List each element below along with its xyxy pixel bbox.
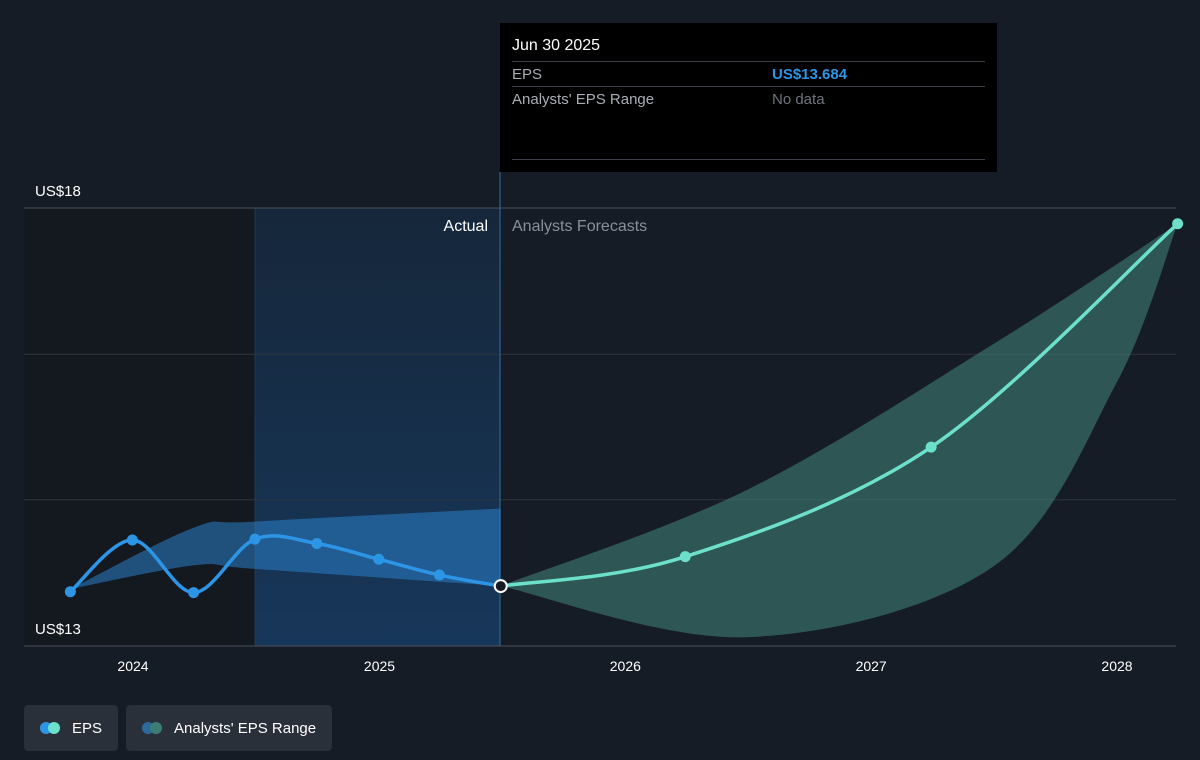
- x-tick-label: 2028: [1101, 658, 1132, 674]
- tooltip-date: Jun 30 2025: [512, 37, 601, 54]
- tooltip-eps-label: EPS: [512, 65, 543, 83]
- eps-forecast-point: [925, 441, 937, 453]
- chart-legend: EPS Analysts' EPS Range: [24, 705, 333, 751]
- highlighted-point: [493, 579, 508, 594]
- tooltip-eps-value: US$13.684: [772, 65, 848, 83]
- x-tick-label: 2026: [610, 658, 641, 674]
- y-axis-bottom-label: US$13: [35, 621, 81, 638]
- legend-range-swatch-icon: [142, 722, 164, 734]
- eps-forecast-point: [679, 551, 691, 563]
- eps-range-band-actual: [70, 508, 501, 590]
- eps-actual-point: [249, 533, 261, 545]
- x-tick-label: 2024: [117, 658, 148, 674]
- eps-range-band-forecast: [500, 223, 1178, 638]
- eps-actual-point: [373, 553, 385, 565]
- legend-item-eps-range[interactable]: Analysts' EPS Range: [126, 705, 333, 751]
- eps-line-forecast: [498, 222, 1180, 588]
- eps-actual-point: [433, 569, 445, 581]
- actual-period-label: Actual: [444, 218, 488, 235]
- eps-actual-point: [64, 586, 76, 598]
- x-tick-label: 2025: [364, 658, 395, 674]
- past-region-shade: [24, 208, 255, 646]
- eps-forecast-point: [1172, 218, 1184, 230]
- tooltip-range-label: Analysts' EPS Range: [512, 90, 655, 108]
- legend-item-eps[interactable]: EPS: [24, 705, 119, 751]
- y-axis-top-label: US$18: [35, 183, 81, 200]
- tooltip-row-eps: EPS US$13.684: [512, 61, 985, 86]
- tooltip-divider: [512, 159, 985, 160]
- eps-actual-point: [188, 587, 200, 599]
- forecast-period-label: Analysts Forecasts: [512, 218, 647, 235]
- tooltip-range-value: No data: [772, 90, 825, 108]
- legend-eps-swatch-icon: [40, 722, 62, 734]
- x-tick-label: 2027: [856, 658, 887, 674]
- eps-actual-point: [126, 534, 138, 546]
- legend-range-label: Analysts' EPS Range: [174, 719, 317, 737]
- eps-actual-point: [311, 538, 323, 550]
- tooltip-row-range: Analysts' EPS Range No data: [512, 86, 985, 111]
- legend-eps-label: EPS: [72, 719, 103, 737]
- hover-tooltip: Jun 30 2025 EPS US$13.684 Analysts' EPS …: [500, 23, 997, 172]
